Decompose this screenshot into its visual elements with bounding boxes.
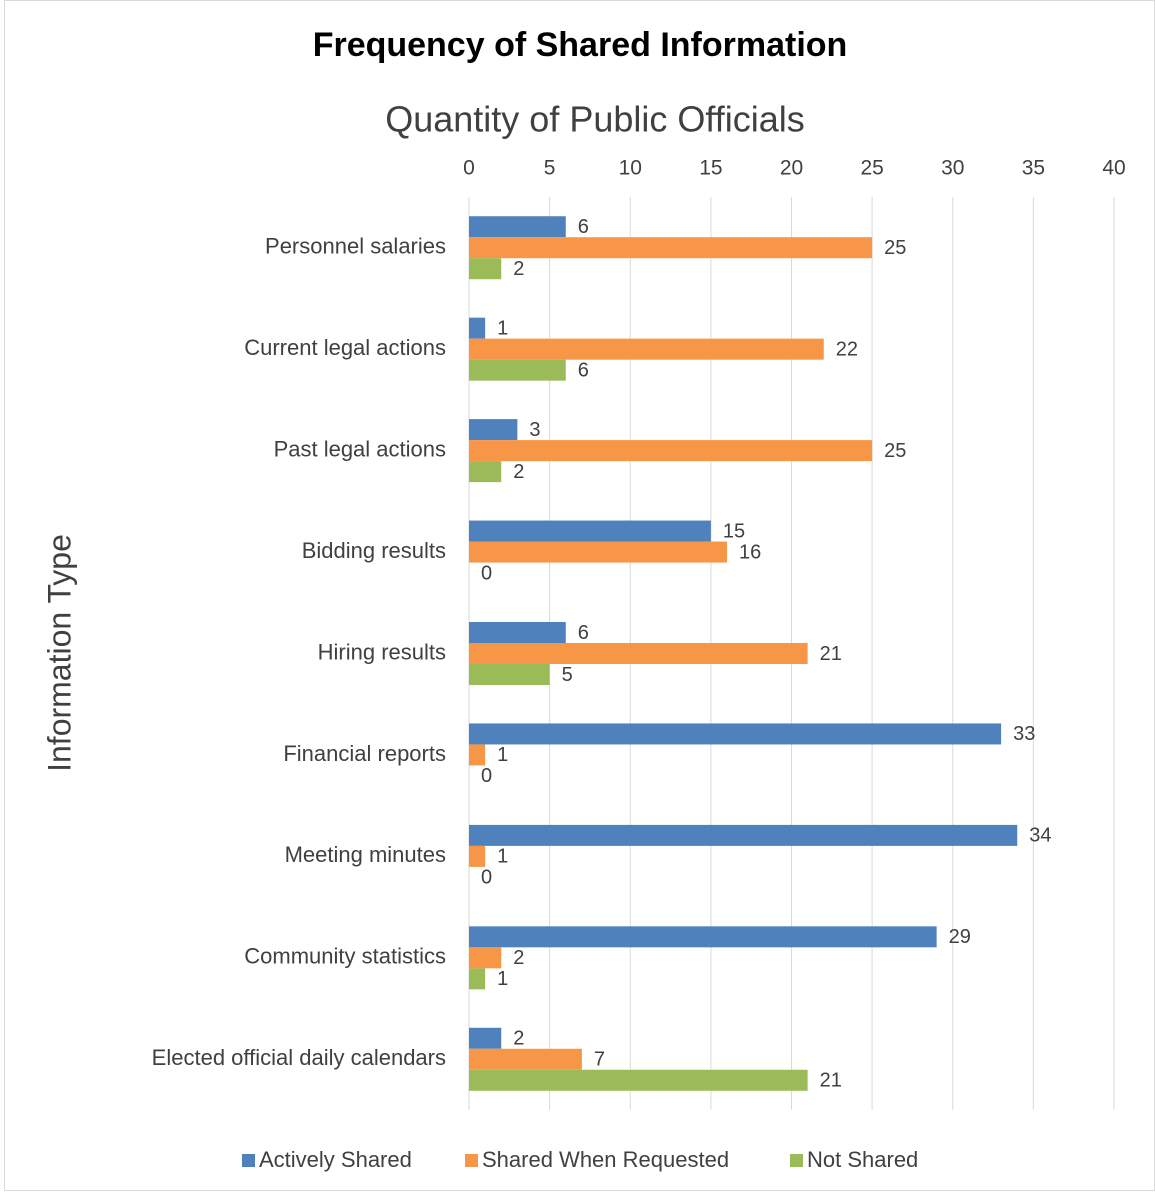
data-label: 5 (562, 664, 573, 686)
bar (469, 824, 1018, 846)
data-label: 1 (497, 846, 508, 868)
bar (469, 317, 486, 339)
data-label: 29 (949, 926, 971, 948)
data-label: 25 (884, 237, 906, 259)
y-tick-label: Hiring results (318, 639, 446, 664)
data-label: 1 (497, 317, 508, 339)
data-label: 21 (820, 1070, 842, 1092)
bar (469, 440, 873, 462)
bar (469, 338, 824, 360)
data-label: 3 (529, 419, 540, 441)
data-label: 2 (513, 258, 524, 280)
legend-label: Actively Shared (259, 1147, 412, 1172)
y-tick-label: Bidding results (302, 538, 446, 563)
bar (469, 541, 727, 563)
x-tick-label: 35 (1022, 157, 1045, 180)
y-tick-label: Community statistics (244, 944, 446, 969)
x-tick-label: 40 (1102, 157, 1125, 180)
data-label: 21 (820, 643, 842, 665)
data-label: 6 (578, 622, 589, 644)
data-label: 1 (497, 968, 508, 990)
chart-border (4, 0, 1155, 1191)
bar (469, 359, 566, 381)
legend-swatch (465, 1154, 478, 1167)
data-label: 22 (836, 338, 858, 360)
legend-label: Not Shared (807, 1147, 918, 1172)
chart-title: Frequency of Shared Information (313, 26, 848, 64)
bar (469, 216, 566, 238)
bar (469, 461, 502, 483)
data-label: 33 (1013, 723, 1035, 745)
y-tick-label: Current legal actions (244, 335, 446, 360)
data-label: 0 (481, 562, 492, 584)
x-tick-label: 5 (544, 157, 556, 180)
bar (469, 1069, 808, 1091)
bar (469, 643, 808, 664)
x-tick-label: 10 (619, 157, 642, 180)
y-tick-label: Financial reports (283, 741, 446, 766)
data-label: 16 (739, 541, 761, 563)
x-axis-title: Quantity of Public Officials (385, 99, 805, 140)
bar (469, 520, 711, 542)
bar (469, 845, 486, 867)
y-tick-label: Elected official daily calendars (152, 1045, 446, 1070)
bar (469, 1027, 502, 1049)
x-tick-label: 20 (780, 157, 803, 180)
bar (469, 237, 873, 259)
data-label: 0 (481, 765, 492, 787)
data-label: 25 (884, 440, 906, 462)
data-label: 15 (723, 520, 745, 542)
y-tick-label: Personnel salaries (265, 234, 446, 259)
bar (469, 744, 486, 766)
bar (469, 926, 937, 948)
x-tick-label: 15 (699, 157, 722, 180)
data-label: 7 (594, 1049, 605, 1071)
bar (469, 622, 566, 643)
x-tick-label: 25 (860, 157, 883, 180)
bar (469, 664, 550, 685)
y-tick-label: Past legal actions (274, 436, 446, 461)
bar (469, 1048, 582, 1070)
data-label: 6 (578, 216, 589, 238)
legend-swatch (790, 1154, 803, 1167)
data-label: 6 (578, 359, 589, 381)
data-label: 34 (1029, 825, 1051, 847)
legend-label: Shared When Requested (482, 1147, 729, 1172)
data-label: 0 (481, 867, 492, 889)
data-label: 2 (513, 461, 524, 483)
data-label: 1 (497, 744, 508, 766)
bar (469, 419, 518, 441)
bar (469, 723, 1002, 745)
y-tick-label: Meeting minutes (285, 842, 446, 867)
x-tick-label: 0 (463, 157, 475, 180)
bar (469, 258, 502, 280)
y-axis-title: Information Type (41, 534, 77, 772)
legend-swatch (242, 1154, 255, 1167)
bar (469, 947, 502, 969)
bar (469, 968, 486, 990)
x-tick-label: 30 (941, 157, 964, 180)
data-label: 2 (513, 1028, 524, 1050)
data-label: 2 (513, 947, 524, 969)
